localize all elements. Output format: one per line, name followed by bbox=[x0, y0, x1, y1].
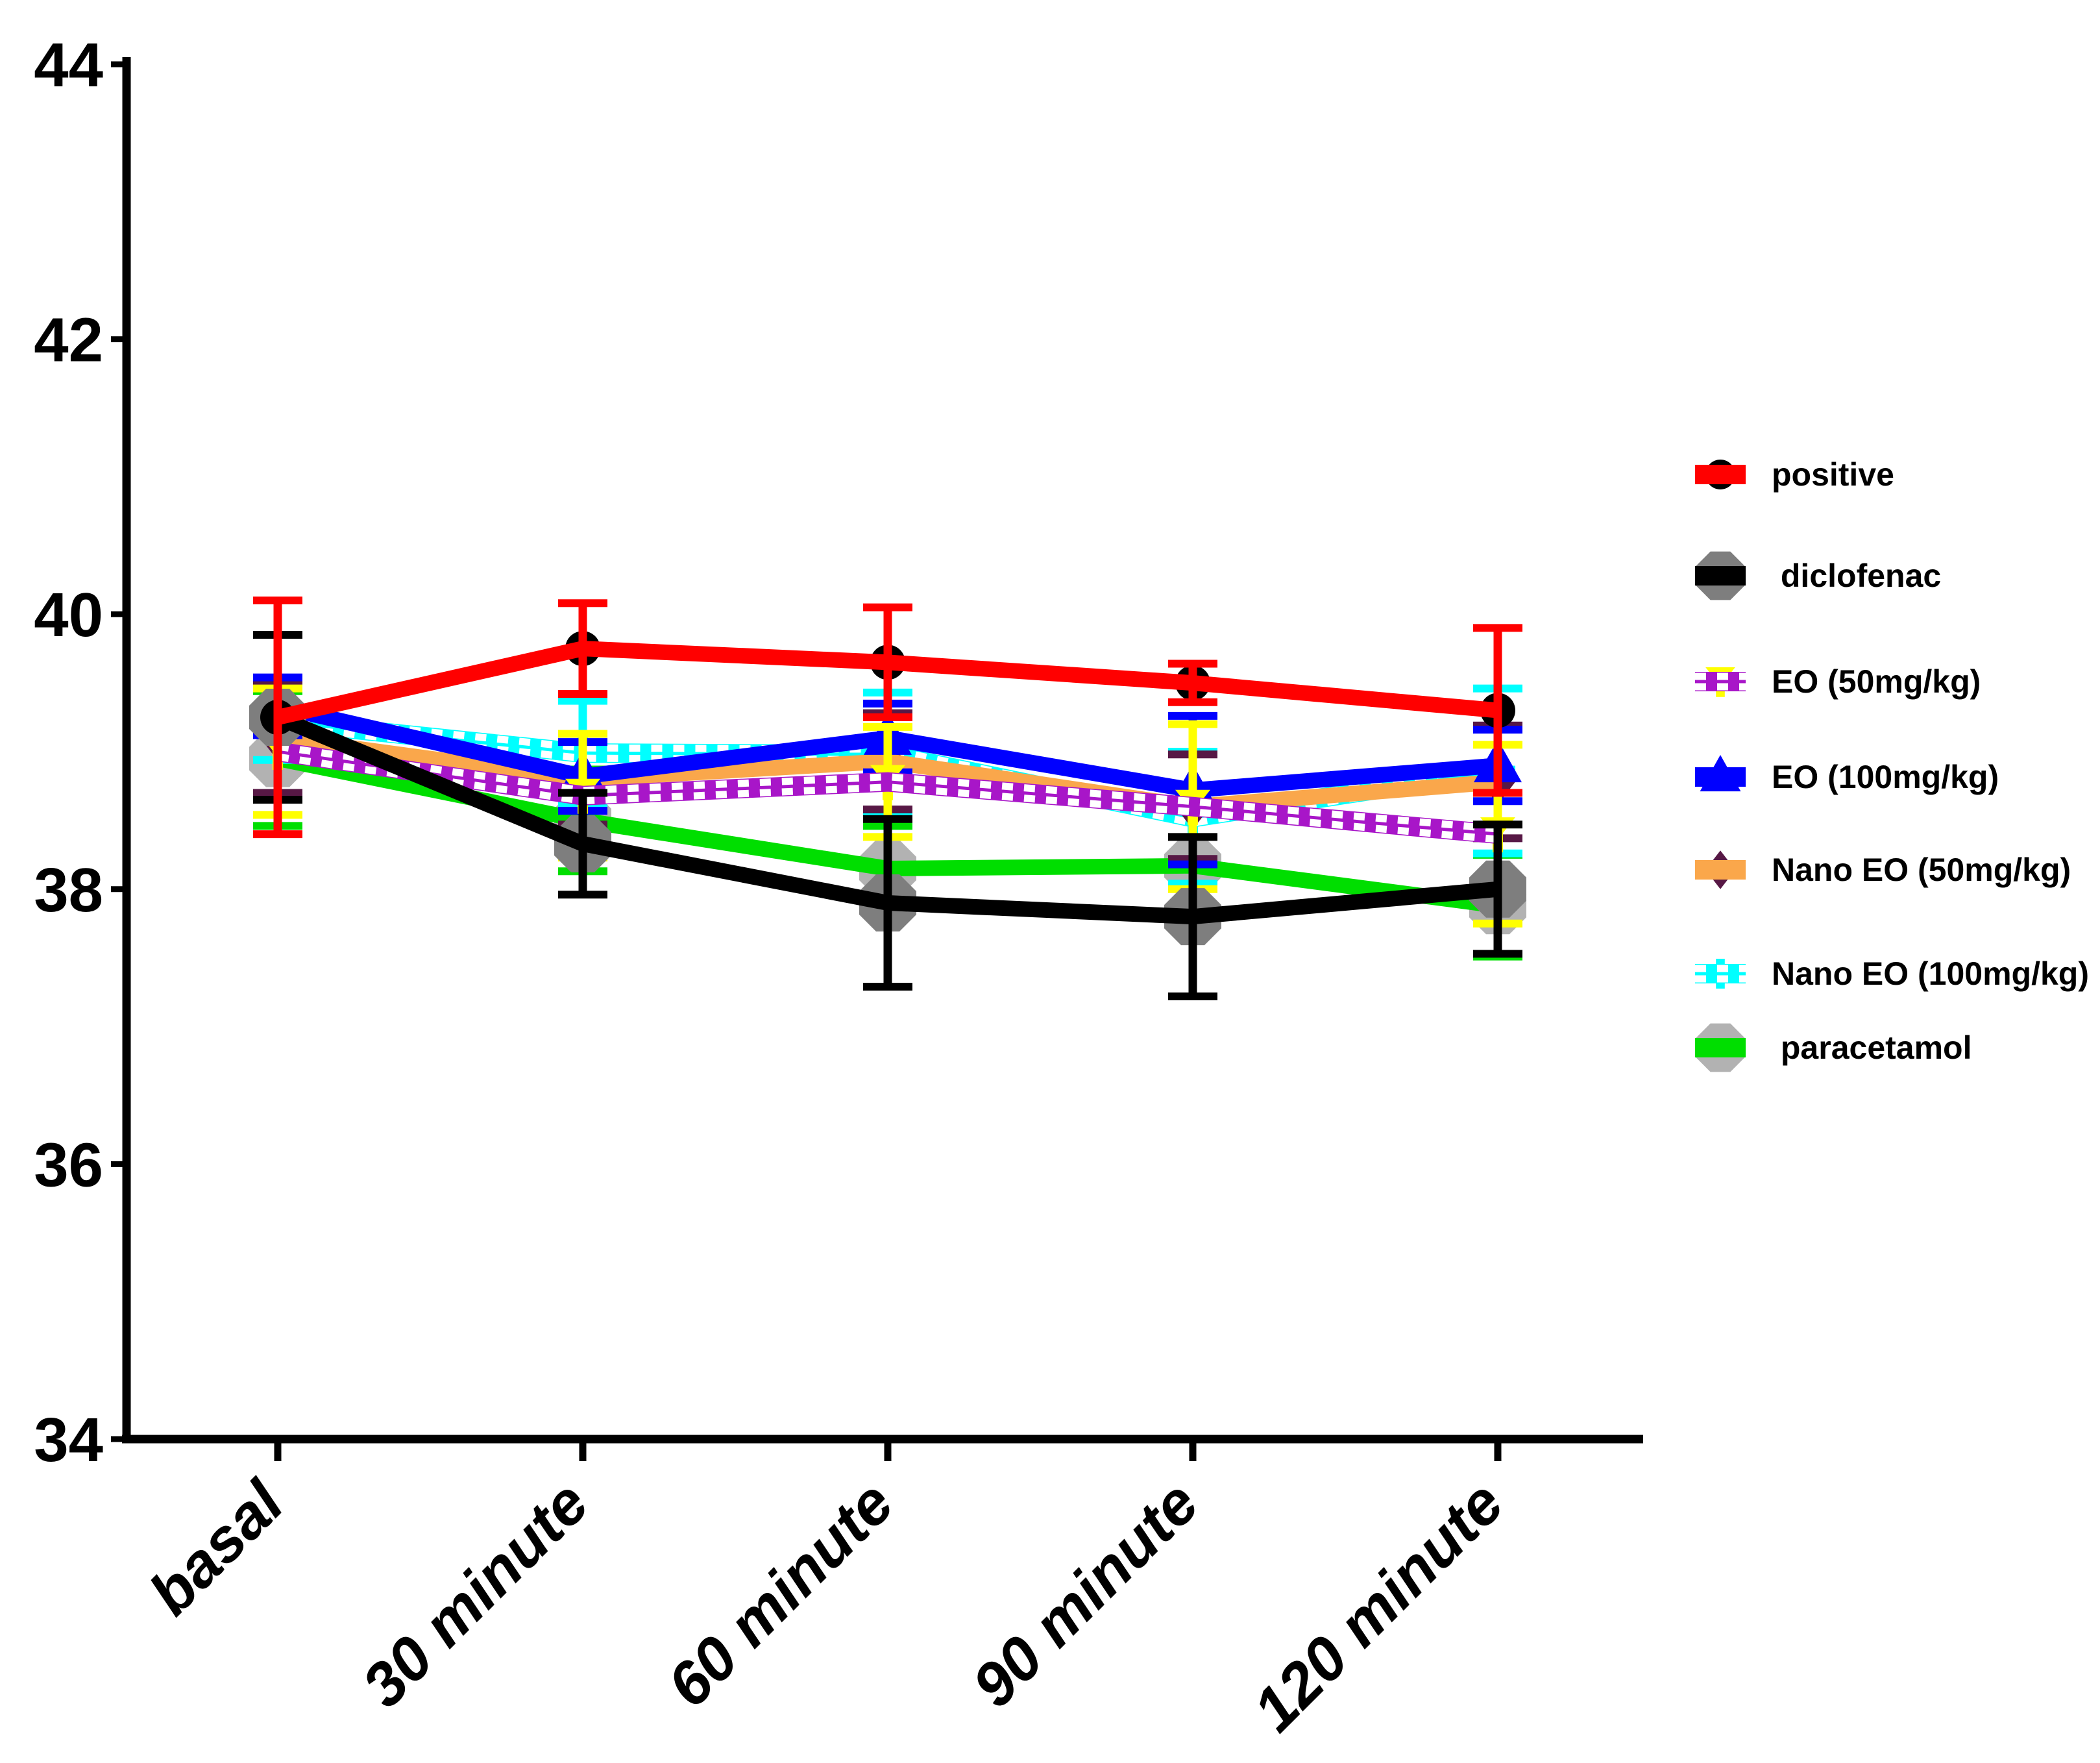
legend-label: positive bbox=[1772, 456, 1894, 493]
y-tick-label: 40 bbox=[34, 580, 103, 650]
x-tick-label: 120 minute bbox=[1240, 1468, 1517, 1745]
legend-item: EO (100mg/kg) bbox=[1695, 750, 1999, 804]
legend-sample-icon bbox=[1695, 959, 1746, 989]
y-tick-label: 38 bbox=[34, 856, 103, 925]
legend-sample-icon bbox=[1695, 755, 1746, 792]
series-positive bbox=[253, 597, 1522, 839]
legend-sample-icon bbox=[1695, 667, 1746, 697]
legend-sample-icon bbox=[1695, 460, 1746, 489]
series-line-hatch bbox=[277, 712, 1498, 817]
legend-sample-icon bbox=[1695, 551, 1746, 600]
x-tick-label: 90 minute bbox=[959, 1468, 1212, 1721]
y-tick-label: 44 bbox=[34, 31, 103, 100]
legend-item: paracetamol bbox=[1695, 1020, 1972, 1075]
legend-item: positive bbox=[1695, 447, 1894, 502]
series-line bbox=[276, 641, 1499, 725]
legend-item: EO (50mg/kg) bbox=[1695, 654, 1981, 709]
legend-label: diclofenac bbox=[1772, 558, 1942, 594]
y-tick-label: 34 bbox=[34, 1405, 103, 1475]
series-line-hatch bbox=[277, 743, 1498, 833]
legend-item: Nano EO (50mg/kg) bbox=[1695, 843, 2071, 897]
legend-label: EO (100mg/kg) bbox=[1772, 759, 1999, 795]
series-line-hatch bbox=[277, 753, 1498, 843]
legend-sample-icon bbox=[1695, 1023, 1746, 1072]
x-tick-label: basal bbox=[136, 1467, 298, 1629]
series-diclofenac bbox=[249, 630, 1526, 1001]
legend-label: paracetamol bbox=[1772, 1029, 1972, 1066]
legend-label: Nano EO (50mg/kg) bbox=[1772, 852, 2071, 888]
legend-label: Nano EO (100mg/kg) bbox=[1772, 955, 2089, 992]
y-tick-label: 36 bbox=[34, 1130, 103, 1200]
legend-item: diclofenac bbox=[1695, 549, 1941, 603]
series-line bbox=[276, 742, 1499, 845]
series-line bbox=[275, 709, 1499, 925]
legend-sample-icon bbox=[1695, 850, 1746, 889]
legend: positive diclofenac EO (50mg/kg) EO (100… bbox=[1695, 0, 2100, 1763]
x-tick-label: 60 minute bbox=[654, 1468, 907, 1721]
legend-item: Nano EO (100mg/kg) bbox=[1695, 946, 2089, 1001]
legend-label: EO (50mg/kg) bbox=[1772, 663, 1981, 700]
y-tick-label: 42 bbox=[34, 306, 103, 375]
x-tick-label: 30 minute bbox=[349, 1468, 602, 1721]
